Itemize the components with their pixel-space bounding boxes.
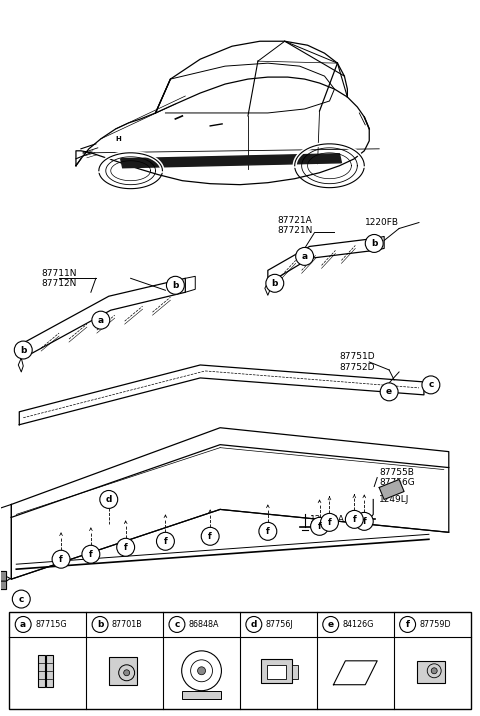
- Circle shape: [82, 546, 100, 563]
- Text: a: a: [20, 620, 26, 629]
- Text: b: b: [97, 620, 103, 629]
- Text: d: d: [106, 495, 112, 504]
- Text: 87721A
87721N: 87721A 87721N: [277, 216, 312, 236]
- Text: 87759D: 87759D: [420, 620, 451, 629]
- Text: b: b: [20, 346, 26, 354]
- Circle shape: [266, 274, 284, 292]
- Circle shape: [92, 311, 110, 329]
- Circle shape: [156, 532, 174, 551]
- Polygon shape: [0, 571, 6, 589]
- Circle shape: [12, 590, 30, 608]
- FancyBboxPatch shape: [292, 664, 299, 679]
- Text: b: b: [272, 279, 278, 288]
- Text: f: f: [406, 620, 409, 629]
- Circle shape: [246, 616, 262, 632]
- Text: f: f: [328, 518, 331, 527]
- Circle shape: [400, 616, 416, 632]
- Text: e: e: [386, 387, 392, 397]
- Circle shape: [169, 616, 185, 632]
- Text: 1220FB: 1220FB: [365, 218, 399, 227]
- Circle shape: [100, 490, 118, 508]
- Polygon shape: [379, 480, 404, 500]
- Text: b: b: [172, 281, 179, 290]
- Circle shape: [52, 551, 70, 569]
- Circle shape: [14, 341, 32, 359]
- Text: e: e: [328, 620, 334, 629]
- Circle shape: [92, 616, 108, 632]
- Text: a: a: [301, 252, 308, 261]
- Circle shape: [15, 616, 31, 632]
- Text: f: f: [318, 522, 322, 531]
- Polygon shape: [120, 154, 341, 168]
- Circle shape: [422, 376, 440, 394]
- FancyBboxPatch shape: [38, 655, 45, 687]
- Text: d: d: [251, 620, 257, 629]
- Circle shape: [124, 669, 130, 676]
- Text: f: f: [59, 555, 63, 563]
- Text: f: f: [124, 543, 128, 552]
- Text: f: f: [352, 515, 356, 524]
- FancyBboxPatch shape: [109, 657, 137, 684]
- Circle shape: [321, 513, 338, 531]
- Text: 86848A: 86848A: [189, 620, 219, 629]
- Circle shape: [365, 234, 383, 253]
- Circle shape: [346, 511, 363, 528]
- Circle shape: [323, 616, 339, 632]
- Text: f: f: [266, 527, 270, 536]
- Text: f: f: [208, 532, 212, 541]
- Text: c: c: [428, 380, 433, 390]
- FancyBboxPatch shape: [46, 655, 53, 687]
- Circle shape: [311, 518, 328, 536]
- Text: b: b: [371, 239, 377, 248]
- Circle shape: [201, 528, 219, 546]
- Text: a: a: [98, 316, 104, 324]
- FancyBboxPatch shape: [261, 659, 292, 683]
- Text: 1249BA: 1249BA: [310, 515, 345, 524]
- Text: 87756J: 87756J: [266, 620, 293, 629]
- Text: f: f: [164, 537, 168, 546]
- Text: 87715G: 87715G: [35, 620, 67, 629]
- Circle shape: [355, 513, 373, 531]
- Circle shape: [296, 248, 313, 266]
- Text: c: c: [19, 594, 24, 604]
- Text: 87751D
87752D: 87751D 87752D: [339, 352, 375, 372]
- Circle shape: [198, 667, 205, 674]
- FancyBboxPatch shape: [417, 661, 445, 683]
- Circle shape: [117, 538, 134, 556]
- Circle shape: [167, 276, 184, 294]
- FancyBboxPatch shape: [266, 664, 287, 679]
- Text: 84126G: 84126G: [343, 620, 374, 629]
- Text: 87711N
87712N: 87711N 87712N: [41, 268, 77, 288]
- FancyBboxPatch shape: [9, 612, 471, 709]
- Circle shape: [380, 383, 398, 401]
- Text: 87755B
87756G: 87755B 87756G: [379, 468, 415, 487]
- Circle shape: [431, 668, 437, 674]
- Text: 87701B: 87701B: [112, 620, 143, 629]
- Text: f: f: [89, 550, 93, 558]
- FancyBboxPatch shape: [181, 691, 221, 699]
- Text: c: c: [174, 620, 180, 629]
- Text: f: f: [362, 517, 366, 526]
- Text: H: H: [116, 136, 121, 142]
- Text: 1249LJ: 1249LJ: [379, 495, 409, 504]
- Circle shape: [259, 523, 277, 541]
